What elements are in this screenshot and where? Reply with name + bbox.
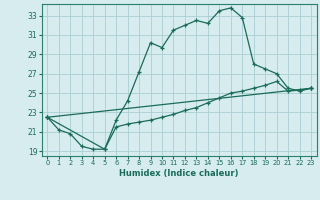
X-axis label: Humidex (Indice chaleur): Humidex (Indice chaleur) <box>119 169 239 178</box>
